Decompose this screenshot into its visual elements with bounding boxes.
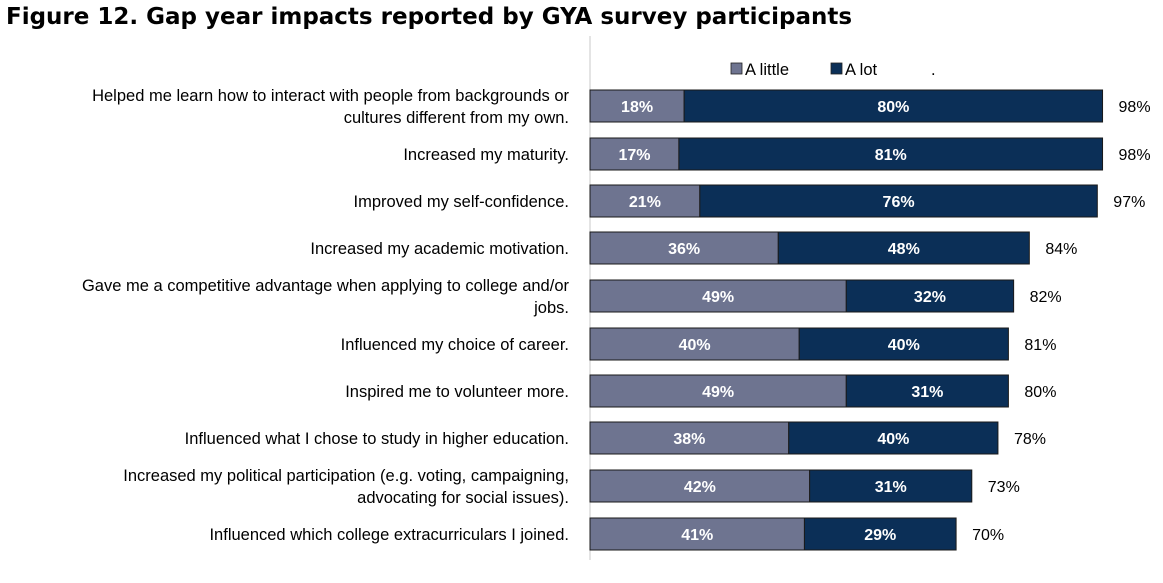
category-label-9-0: Influenced which college extracurricular… [209,526,569,544]
chart-title: Figure 12. Gap year impacts reported by … [6,4,853,30]
category-labels: Helped me learn how to interact with peo… [82,87,570,544]
category-label-4-1: jobs. [533,299,569,317]
bar-a-lot-2 [699,184,1098,218]
bar-a-lot-1 [678,137,1104,171]
data-label-a-lot-4: 32% [914,289,946,306]
bar-a-lot-3 [777,231,1030,265]
data-label-a-little-2: 21% [629,194,661,211]
category-label-4-0: Gave me a competitive advantage when app… [82,277,570,295]
bar-a-lot-4 [845,279,1015,313]
category-label-2-0: Improved my self-confidence. [353,193,569,211]
data-label-a-little-0: 18% [621,99,653,116]
data-label-a-little-4: 49% [702,289,734,306]
total-label-2: 97% [1113,194,1145,211]
category-label-3-0: Increased my academic motivation. [310,240,569,258]
bar-a-lot-5 [798,327,1009,361]
data-label-a-little-1: 17% [618,147,650,164]
category-label-1-0: Increased my maturity. [403,146,569,164]
bar-a-lot-9 [803,517,957,551]
total-label-5: 81% [1024,337,1056,354]
category-label-0-0: Helped me learn how to interact with peo… [92,87,569,105]
bar-a-lot-0 [683,89,1104,123]
data-label-a-little-7: 38% [673,431,705,448]
data-label-a-lot-5: 40% [888,337,920,354]
bar-a-little-6 [589,374,847,408]
data-label-a-lot-8: 31% [875,479,907,496]
data-label-a-lot-2: 76% [883,194,915,211]
data-label-a-lot-7: 40% [877,431,909,448]
bar-a-little-5 [589,327,800,361]
data-label-a-little-9: 41% [681,527,713,544]
total-label-6: 80% [1024,384,1056,401]
legend: A little A lot. [730,61,936,79]
legend-label-1: A lot [845,61,878,79]
category-label-7-0: Influenced what I chose to study in high… [185,430,569,448]
bar-a-little-9 [589,517,805,551]
total-label-8: 73% [988,479,1020,496]
legend-trailing-text: . [931,61,936,79]
total-label-1: 98% [1119,147,1151,164]
category-label-5-0: Influenced my choice of career. [341,336,569,354]
data-label-a-lot-6: 31% [911,384,943,401]
total-label-0: 98% [1119,99,1151,116]
total-label-4: 82% [1030,289,1062,306]
legend-swatch-1 [830,62,843,75]
data-label-a-little-5: 40% [679,337,711,354]
total-label-7: 78% [1014,431,1046,448]
category-label-8-0: Increased my political participation (e.… [123,467,569,485]
category-label-8-1: advocating for social issues). [357,489,569,507]
data-label-a-little-8: 42% [684,479,716,496]
total-label-9: 70% [972,527,1004,544]
bar-a-little-0 [589,89,685,123]
bars: 18% 80% 98% 17% 81% 98% 21% 76% 97% 36% 48% 84% 49% 3… [589,89,1151,551]
bar-a-little-4 [589,279,847,313]
category-label-0-1: cultures different from my own. [344,109,569,127]
data-label-a-lot-0: 80% [877,99,909,116]
bar-a-little-1 [589,137,680,171]
data-label-a-little-3: 36% [668,241,700,258]
total-label-3: 84% [1045,241,1077,258]
bar-a-lot-7 [788,421,999,455]
data-label-a-lot-1: 81% [875,147,907,164]
legend-label-0: A little [745,61,789,79]
bar-a-lot-6 [845,374,1009,408]
data-label-a-little-6: 49% [702,384,734,401]
category-label-6-0: Inspired me to volunteer more. [345,383,569,401]
data-label-a-lot-3: 48% [888,241,920,258]
legend-swatch-0 [730,62,743,75]
bar-a-lot-8 [809,469,973,503]
data-label-a-lot-9: 29% [864,527,896,544]
